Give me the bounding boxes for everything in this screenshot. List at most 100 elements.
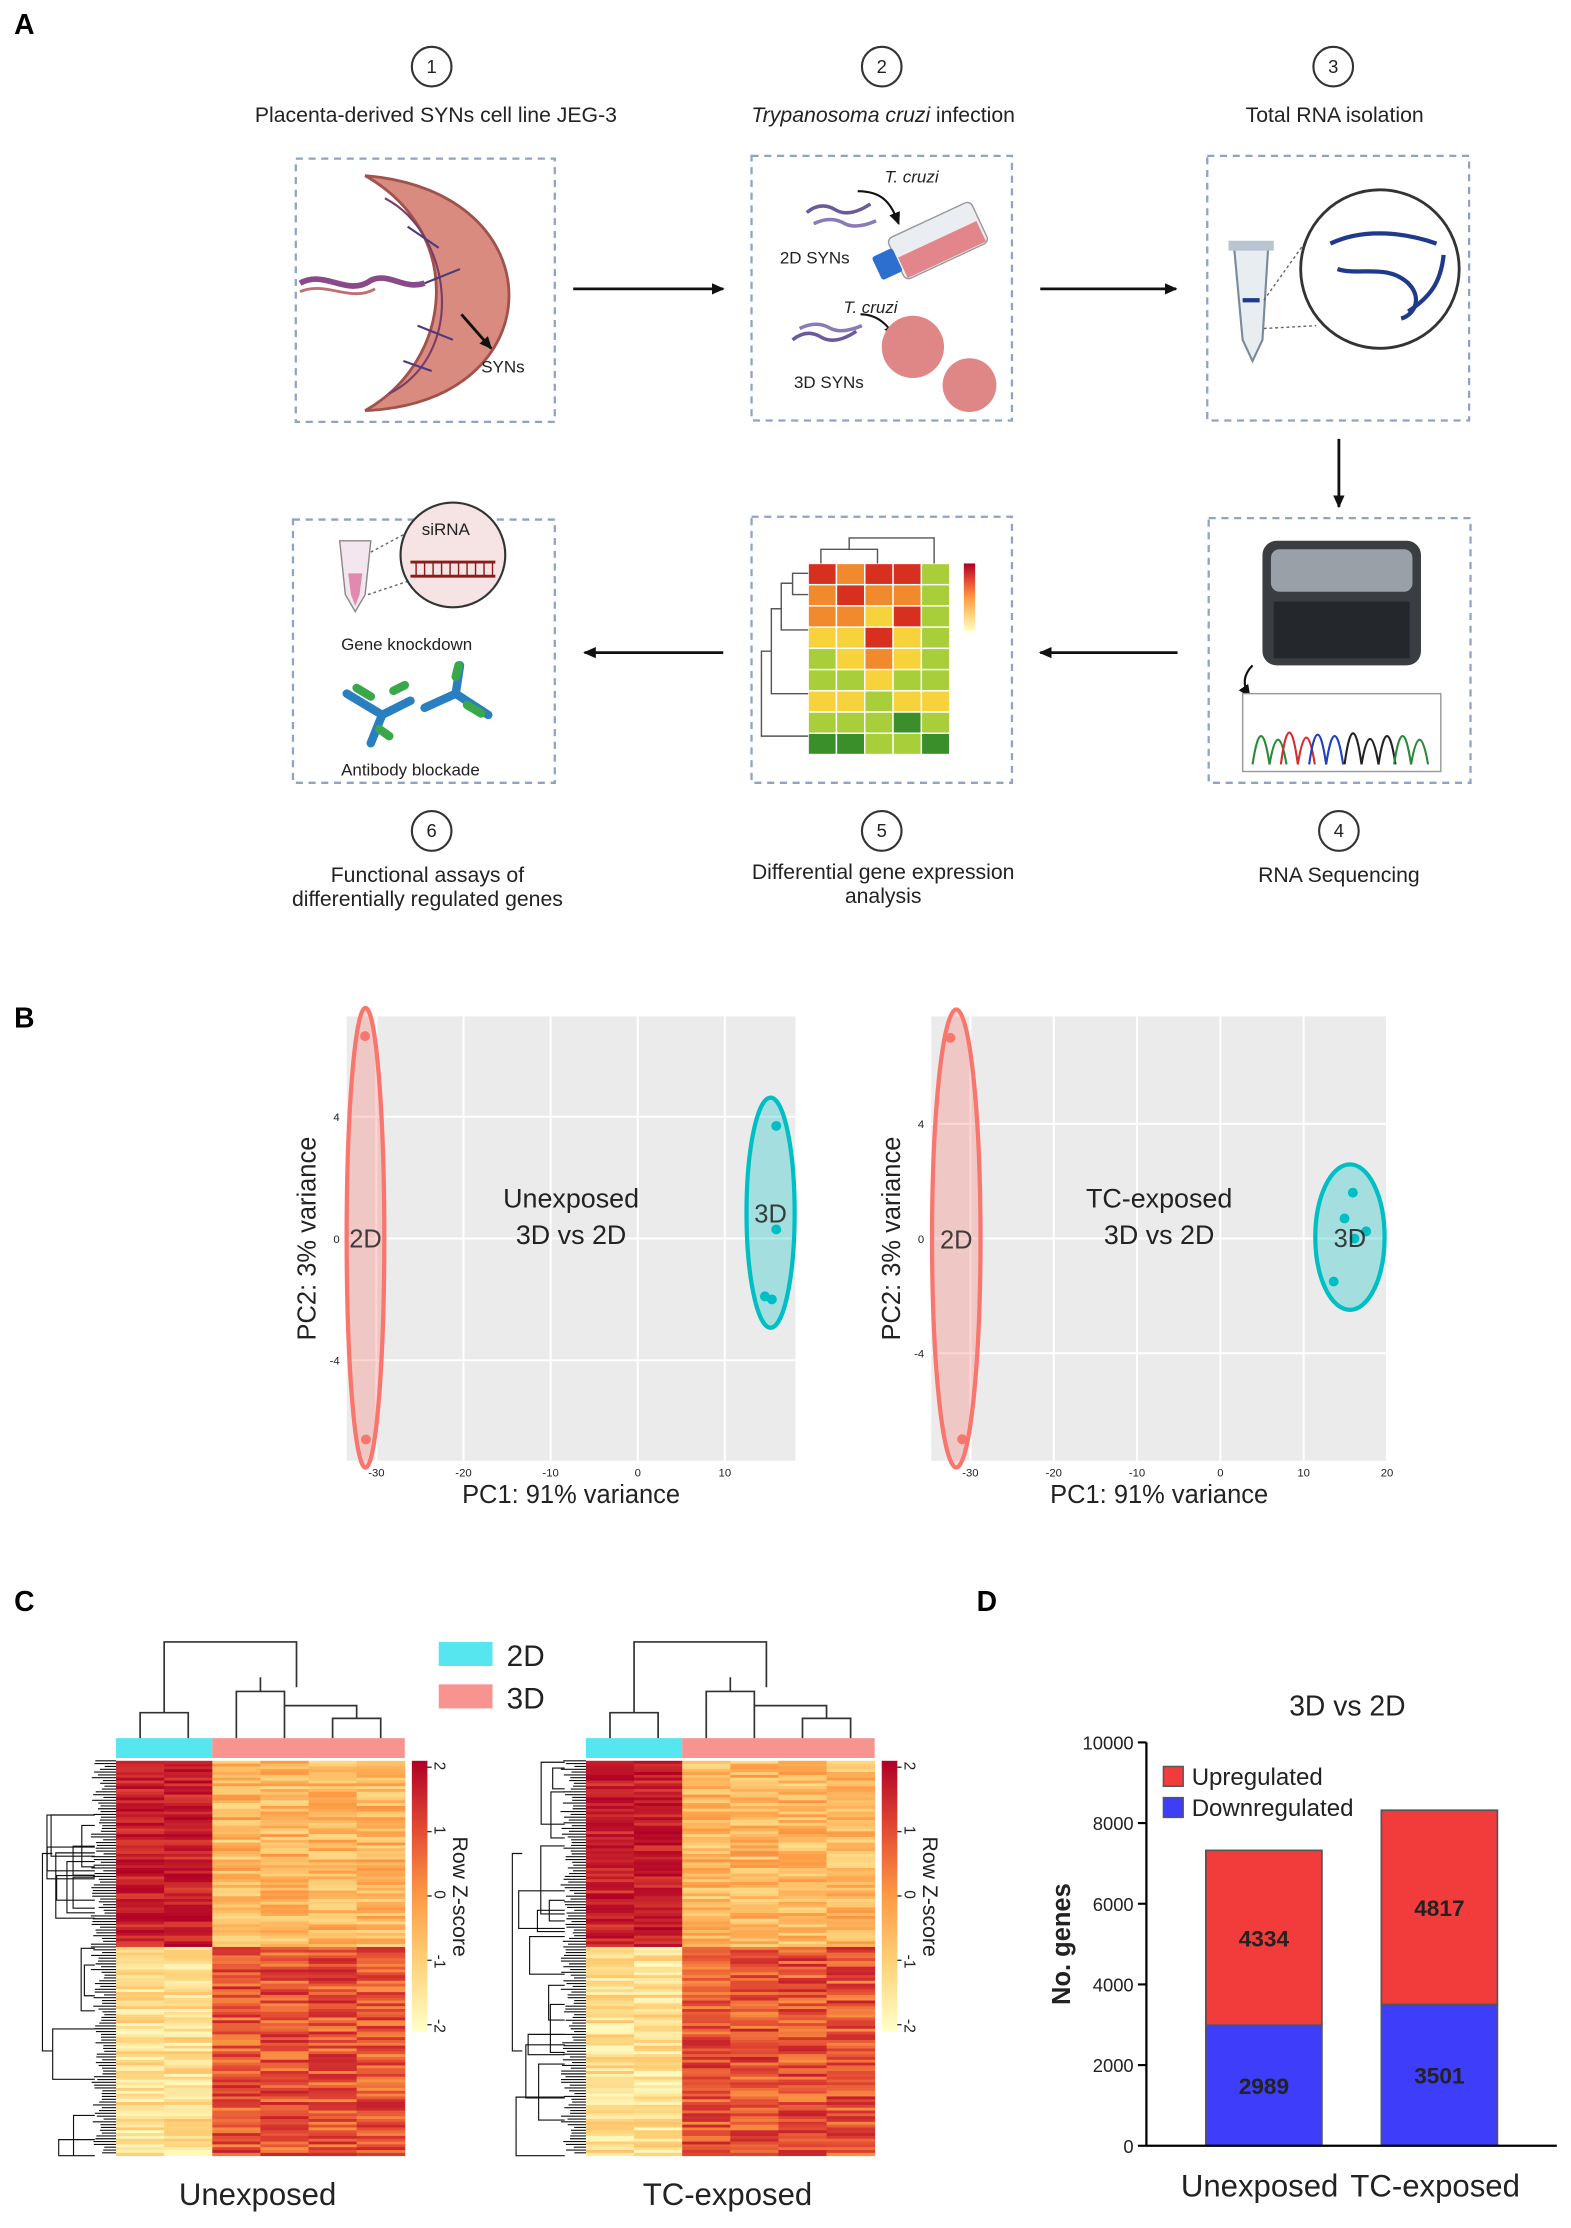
- heatmap-cell: [356, 2037, 406, 2041]
- heatmap-cell: [164, 1845, 213, 1849]
- heatmap-cell: [682, 1896, 731, 1900]
- heatmap-cell: [778, 1870, 827, 1875]
- heatmap-cell: [585, 1805, 635, 1810]
- heatmap-cell: [260, 1918, 309, 1922]
- heatmap-cell: [356, 1867, 406, 1872]
- heatmap-cell: [356, 1842, 406, 1846]
- heatmap-cell: [778, 1989, 827, 1993]
- heatmap-cell: [116, 1811, 165, 1815]
- heatmap-cell: [164, 1992, 213, 1996]
- heatmap-cell: [212, 1997, 261, 2001]
- heatmap-cell: [682, 1848, 731, 1852]
- heatmap-cell: [634, 1935, 683, 1939]
- heatmap-cell: [634, 1969, 683, 1973]
- heatmap-cell: [778, 1853, 827, 1858]
- heatmap-cell: [212, 2152, 261, 2157]
- heatmap-cell: [356, 1805, 406, 1810]
- heatmap-cell: [212, 1896, 261, 1900]
- heatmap-cell: [585, 1789, 635, 1793]
- heatmap-cell: [116, 2076, 165, 2080]
- heatmap-cell: [260, 1997, 309, 2001]
- heatmap-cell: [826, 1803, 876, 1807]
- mini-cell: [892, 583, 923, 607]
- heatmap-cell: [308, 1890, 358, 1894]
- heatmap-cell: [212, 2059, 261, 2064]
- heatmap-cell: [260, 2062, 309, 2066]
- heatmap-cell: [682, 1845, 731, 1849]
- heatmap-title: Unexposed: [179, 2177, 336, 2212]
- heatmap-cell: [308, 1825, 358, 1829]
- heatmap-cell: [356, 2113, 406, 2117]
- heatmap-cell: [116, 2009, 165, 2013]
- heatmap-cell: [212, 1955, 261, 1959]
- heatmap-cell: [164, 1946, 213, 1951]
- heatmap-cell: [634, 1944, 683, 1948]
- heatmap-cell: [116, 1766, 165, 1770]
- heatmap-cell: [212, 2085, 261, 2089]
- heatmap-cell: [212, 2096, 261, 2100]
- heatmap-cell: [356, 1828, 406, 1832]
- heatmap-cell: [634, 2054, 683, 2058]
- heatmap-cell: [634, 1760, 683, 1765]
- heatmap-cell: [682, 2065, 731, 2069]
- heatmap-cell: [634, 2000, 683, 2004]
- heatmap-cell: [585, 1825, 635, 1829]
- heatmap-cell: [356, 2042, 406, 2047]
- heatmap-cell: [778, 2104, 827, 2109]
- heatmap-cell: [826, 2147, 876, 2151]
- heatmap-cell: [356, 2147, 406, 2151]
- heatmap-cell: [730, 2130, 779, 2134]
- heatmap-cell: [212, 2051, 261, 2055]
- illustration-label: 3D SYNs: [794, 373, 864, 392]
- heatmap-cell: [778, 2051, 827, 2055]
- heatmap-cell: [634, 1983, 683, 1987]
- heatmap-cell: [260, 2090, 309, 2095]
- heatmap-cell: [356, 1803, 406, 1807]
- heatmap-cell: [730, 1949, 779, 1954]
- heatmap-cell: [778, 1803, 827, 1807]
- heatmap-cell: [826, 2113, 876, 2117]
- heatmap-cell: [308, 1772, 358, 1776]
- mini-cell: [864, 668, 894, 692]
- mini-cell: [920, 562, 951, 586]
- heatmap-cell: [308, 2003, 358, 2007]
- heatmap-cell: [308, 1834, 358, 1838]
- heatmap-cell: [778, 2099, 827, 2103]
- heatmap-cell: [585, 1865, 635, 1869]
- heatmap-cell: [212, 2093, 261, 2097]
- heatmap-cell: [260, 2135, 309, 2140]
- heatmap-cell: [585, 1836, 635, 1841]
- heatmap-cell: [164, 2037, 213, 2041]
- heatmap-cell: [212, 2068, 261, 2072]
- heatmap-cell: [585, 1791, 635, 1796]
- heatmap-cell: [356, 1904, 406, 1908]
- heatmap-cell: [826, 1825, 876, 1829]
- heatmap-cell: [308, 1882, 358, 1886]
- heatmap-cell: [164, 1760, 213, 1765]
- heatmap-cell: [212, 1797, 261, 1801]
- heatmap-cell: [116, 2119, 165, 2123]
- heatmap-cell: [730, 1989, 779, 1993]
- heatmap-cell: [682, 2000, 731, 2004]
- heatmap-cell: [826, 1944, 876, 1948]
- heatmap-cell: [116, 1887, 165, 1891]
- heatmap-cell: [682, 1831, 731, 1835]
- heatmap-cell: [116, 1938, 165, 1942]
- heatmap-cell: [116, 2090, 165, 2095]
- heatmap-cell: [260, 1980, 309, 1985]
- heatmap-cell: [116, 2059, 165, 2064]
- heatmap-cell: [585, 1763, 635, 1767]
- heatmap-cell: [730, 1983, 779, 1987]
- heatmap-cell: [730, 2138, 779, 2142]
- heatmap-cell: [260, 2065, 309, 2069]
- heatmap-cell: [730, 1992, 779, 1996]
- heatmap-cell: [778, 2003, 827, 2007]
- legend-swatch: [438, 1684, 493, 1709]
- heatmap-cell: [634, 2127, 683, 2131]
- heatmap-cell: [308, 2093, 358, 2097]
- group-label: 2D: [940, 1226, 973, 1254]
- heatmap-cell: [116, 2152, 165, 2157]
- heatmap-cell: [212, 2116, 261, 2120]
- heatmap-cell: [778, 1921, 827, 1925]
- heatmap-cell: [356, 2082, 406, 2086]
